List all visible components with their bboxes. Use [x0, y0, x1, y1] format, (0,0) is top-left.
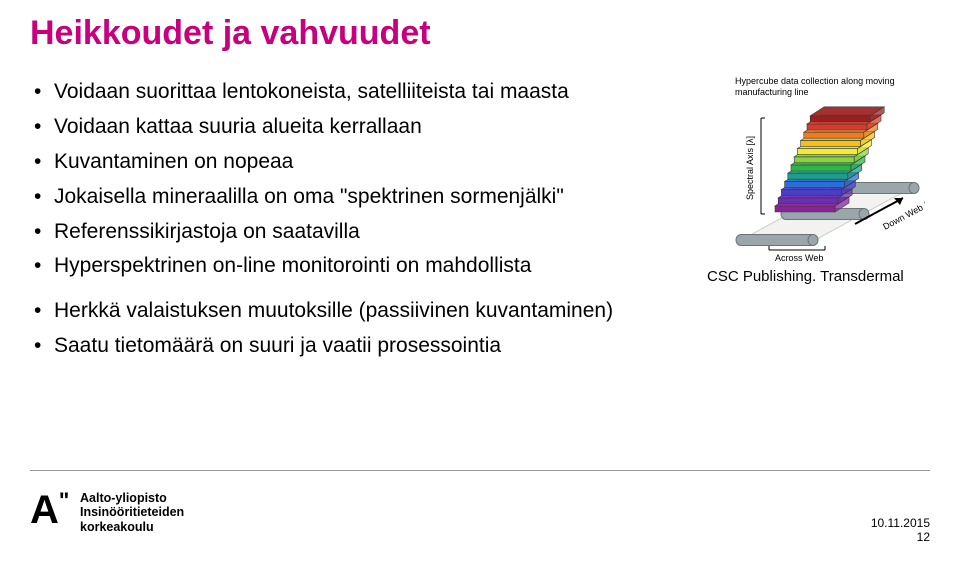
hypercube-svg: Hypercube data collection along movingma… — [705, 72, 925, 262]
footer-line2: Insinööritieteiden — [80, 505, 184, 519]
footer: A" Aalto-yliopisto Insinööritieteiden ko… — [30, 488, 69, 533]
slide: Heikkoudet ja vahvuudet Voidaan suoritta… — [0, 0, 960, 581]
bullets-bottom: Herkkä valaistuksen muutoksille (passiiv… — [30, 298, 930, 360]
hypercube-diagram: Hypercube data collection along movingma… — [705, 72, 925, 262]
footer-text: Aalto-yliopisto Insinööritieteiden korke… — [80, 491, 184, 534]
bullet-item: Saatu tietomäärä on suuri ja vaatii pros… — [30, 333, 930, 360]
svg-text:Across Web: Across Web — [775, 253, 823, 262]
diagram-caption: CSC Publishing. Transdermal — [707, 268, 904, 285]
aalto-logo-quote: " — [59, 488, 69, 513]
footer-line1: Aalto-yliopisto — [80, 491, 184, 505]
divider-line — [30, 470, 930, 471]
svg-text:Spectral Axis [λ]: Spectral Axis [λ] — [745, 136, 755, 200]
bullet-item: Herkkä valaistuksen muutoksille (passiiv… — [30, 298, 930, 325]
aalto-logo-a: A — [30, 488, 59, 532]
footer-date: 10.11.2015 — [871, 516, 930, 530]
footer-line3: korkeakoulu — [80, 520, 184, 534]
page-title: Heikkoudet ja vahvuudet — [30, 14, 930, 53]
footer-page: 12 — [871, 530, 930, 544]
svg-text:manufacturing line: manufacturing line — [735, 87, 809, 97]
svg-text:Hypercube data collection alon: Hypercube data collection along moving — [735, 76, 895, 86]
date-page: 10.11.2015 12 — [871, 516, 930, 545]
